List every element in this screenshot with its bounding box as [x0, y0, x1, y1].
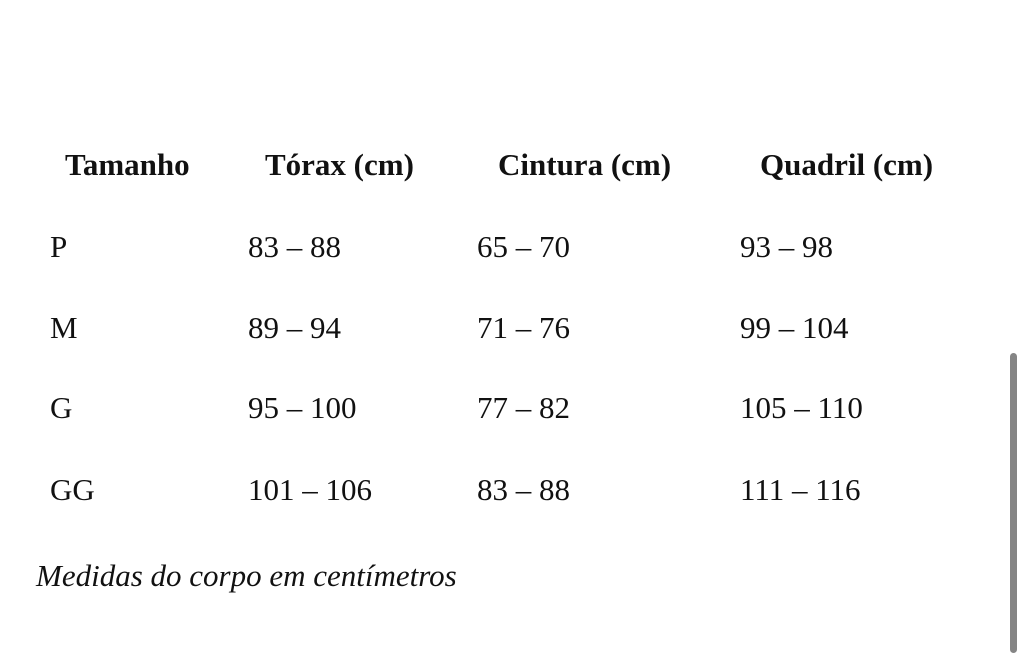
table-cell: 83 – 88 — [248, 229, 341, 264]
table-cell: 77 – 82 — [477, 390, 570, 425]
table-cell: 83 – 88 — [477, 472, 570, 507]
table-cell: M — [50, 310, 78, 345]
header-torax: Tórax (cm) — [265, 147, 414, 182]
table-cell: 101 – 106 — [248, 472, 372, 507]
table-cell: P — [50, 229, 68, 264]
table-cell: 99 – 104 — [740, 310, 849, 345]
scrollbar[interactable] — [1010, 353, 1017, 653]
table-caption: Medidas do corpo em centímetros — [36, 558, 457, 593]
table-cell: GG — [50, 472, 95, 507]
table-cell: 105 – 110 — [740, 390, 863, 425]
table-cell: G — [50, 390, 73, 425]
table-cell: 95 – 100 — [248, 390, 357, 425]
table-cell: 111 – 116 — [740, 472, 861, 507]
header-cintura: Cintura (cm) — [498, 147, 672, 182]
header-quadril: Quadril (cm) — [760, 147, 934, 182]
table-cell: 71 – 76 — [477, 310, 570, 345]
table-cell: 65 – 70 — [477, 229, 570, 264]
header-tamanho: Tamanho — [65, 147, 190, 182]
table-cell: 89 – 94 — [248, 310, 341, 345]
table-cell: 93 – 98 — [740, 229, 833, 264]
